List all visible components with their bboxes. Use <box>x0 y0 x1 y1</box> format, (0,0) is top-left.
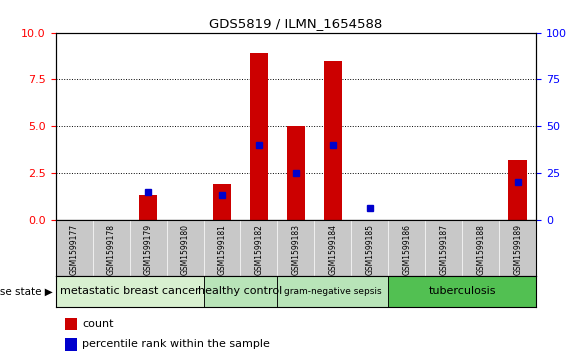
Bar <box>287 126 305 220</box>
Text: GSM1599182: GSM1599182 <box>254 224 264 275</box>
Text: GSM1599185: GSM1599185 <box>365 224 374 275</box>
Bar <box>389 276 536 307</box>
Bar <box>65 318 77 330</box>
Text: GSM1599181: GSM1599181 <box>217 224 227 275</box>
Text: gram-negative sepsis: gram-negative sepsis <box>284 287 381 296</box>
Text: GSM1599184: GSM1599184 <box>328 224 338 275</box>
Text: GSM1599186: GSM1599186 <box>403 224 411 275</box>
Bar <box>65 338 77 351</box>
Text: tuberculosis: tuberculosis <box>428 286 496 296</box>
Text: percentile rank within the sample: percentile rank within the sample <box>82 339 270 350</box>
Text: GSM1599178: GSM1599178 <box>107 224 115 275</box>
Text: GSM1599179: GSM1599179 <box>144 224 152 275</box>
Text: GSM1599183: GSM1599183 <box>291 224 301 275</box>
Text: GSM1599187: GSM1599187 <box>440 224 448 275</box>
Text: GSM1599177: GSM1599177 <box>70 224 79 275</box>
Text: GSM1599189: GSM1599189 <box>513 224 522 275</box>
Bar <box>56 276 203 307</box>
Bar <box>323 61 342 220</box>
Title: GDS5819 / ILMN_1654588: GDS5819 / ILMN_1654588 <box>209 17 383 30</box>
Bar <box>213 184 231 220</box>
Bar <box>203 276 277 307</box>
Text: GSM1599180: GSM1599180 <box>180 224 189 275</box>
Bar <box>277 276 389 307</box>
Text: metastatic breast cancer: metastatic breast cancer <box>60 286 199 296</box>
Text: count: count <box>82 319 114 329</box>
Bar <box>139 195 157 220</box>
Text: disease state ▶: disease state ▶ <box>0 286 53 296</box>
Text: healthy control: healthy control <box>198 286 282 296</box>
Bar <box>509 160 527 220</box>
Text: GSM1599188: GSM1599188 <box>476 224 485 275</box>
Bar <box>250 53 268 220</box>
